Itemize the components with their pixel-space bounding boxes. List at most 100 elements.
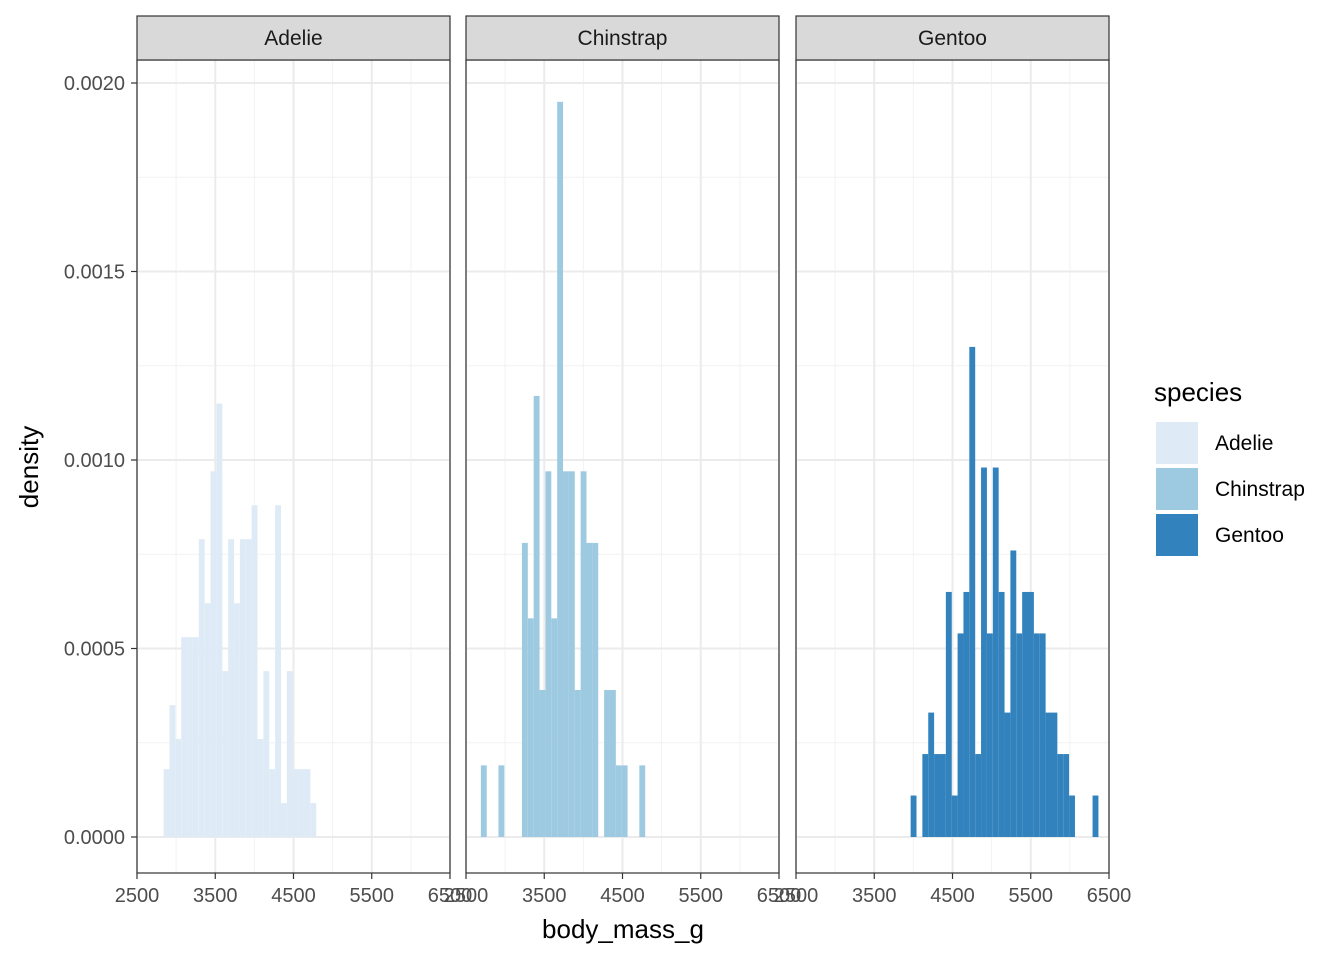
histogram-bar [1010,550,1017,837]
y-tick-label: 0.0015 [64,262,125,284]
facet-strip [136,15,451,61]
panel-gentoo: Gentoo 2500 3500 4500 5500 6500 [774,15,1132,907]
facet-strip-label: Chinstrap [578,27,668,50]
x-tick-label: 6500 [1087,885,1132,907]
histogram-bar [621,765,628,837]
legend-key-adelie [1156,422,1198,464]
histogram-bar [239,539,246,837]
histogram-bar [986,633,993,837]
panel-chinstrap: Chinstrap 2500 3500 4500 5500 6500 [444,15,801,907]
legend-label-adelie: Adelie [1215,432,1273,455]
histogram-bar [928,712,935,837]
x-tick-label: 4500 [600,885,645,907]
y-tick-label: 0.0005 [64,639,125,661]
histogram-bar [257,738,264,837]
histogram-bar [1033,633,1040,837]
bars-adelie [163,403,317,837]
histogram-bar [533,395,540,837]
histogram-bar [222,671,229,837]
histogram-bar [1051,712,1058,837]
legend-title: species [1154,377,1242,407]
panels-layer: Adelie 2500 3500 4500 5500 6500 Chinstrap 2500 3… [115,15,1132,907]
histogram-bar [192,637,199,837]
histogram-bar [1016,633,1023,837]
histogram-bar [1092,795,1099,837]
histogram-bar [292,769,299,837]
histogram-bar [1028,591,1034,837]
histogram-bar [945,591,952,837]
y-tick-label: 0.0020 [64,73,125,95]
histogram-bar [280,803,287,837]
histogram-bar [521,542,528,837]
facet-strip-label: Adelie [264,27,322,50]
x-axis-title: body_mass_g [542,914,704,944]
histogram-bar [981,467,987,837]
facet-strip [465,15,780,61]
histogram-bar [163,769,170,837]
histogram-bar [563,471,569,837]
histogram-bar [963,591,970,837]
x-tick-label: 5500 [350,885,395,907]
legend-key-gentoo [1156,514,1198,556]
histogram-bar [1063,754,1070,837]
panel-adelie: Adelie 2500 3500 4500 5500 6500 [115,15,473,907]
histogram-bar [304,769,311,837]
histogram-bar [539,689,546,837]
y-tick-label: 0.0000 [64,827,125,849]
histogram-bar [910,795,917,837]
histogram-bar [592,542,599,837]
x-tick-label: 6500 [428,885,473,907]
histogram-bar [198,539,205,837]
histogram-bar [604,689,610,837]
histogram-bar [1057,754,1064,837]
histogram-bar [574,689,581,837]
histogram-bar [251,505,258,837]
legend-label-gentoo: Gentoo [1215,524,1284,547]
histogram-bar [216,403,223,837]
legend: species Adelie Chinstrap Gentoo [1154,377,1305,556]
y-axis-title: density [14,426,44,508]
histogram-bar [498,765,505,837]
x-tick-label: 5500 [679,885,724,907]
histogram-bar [975,754,982,837]
histogram-bar [615,765,622,837]
histogram-bar [922,754,929,837]
histogram-bar [275,505,281,837]
histogram-bar [545,471,552,837]
x-tick-label: 3500 [522,885,567,907]
histogram-bar [639,765,646,837]
histogram-bar [969,346,976,837]
histogram-bar [551,618,558,837]
histogram-bar [1069,795,1075,837]
histogram-bar [586,542,593,837]
histogram-bar [310,803,317,837]
histogram-bar [527,618,534,837]
histogram-bar [263,671,270,837]
histogram-bar [951,795,958,837]
histogram-bar [998,591,1005,837]
histogram-bar [187,637,193,837]
y-tick-label: 0.0010 [64,450,125,472]
histogram-bar [228,539,235,837]
x-tick-label: 2500 [774,885,819,907]
histogram-bar [204,603,211,837]
histogram-bar [557,101,564,838]
bars-chinstrap [480,101,646,838]
histogram-bar [580,471,587,837]
facet-strip-label: Gentoo [918,27,987,50]
histogram-bar [181,637,188,837]
y-axis: 0.0000 0.0005 0.0010 0.0015 0.0020 [64,73,137,849]
histogram-bar [169,705,176,837]
histogram-bar [210,471,217,837]
histogram-bar [1022,591,1029,837]
histogram-bar [609,689,616,837]
histogram-bar [1045,712,1052,837]
legend-label-chinstrap: Chinstrap [1215,478,1305,501]
histogram-bar [1004,712,1011,837]
histogram-bar [286,671,293,837]
bars-gentoo [910,346,1099,837]
histogram-bar [234,603,240,837]
x-tick-label: 3500 [193,885,238,907]
